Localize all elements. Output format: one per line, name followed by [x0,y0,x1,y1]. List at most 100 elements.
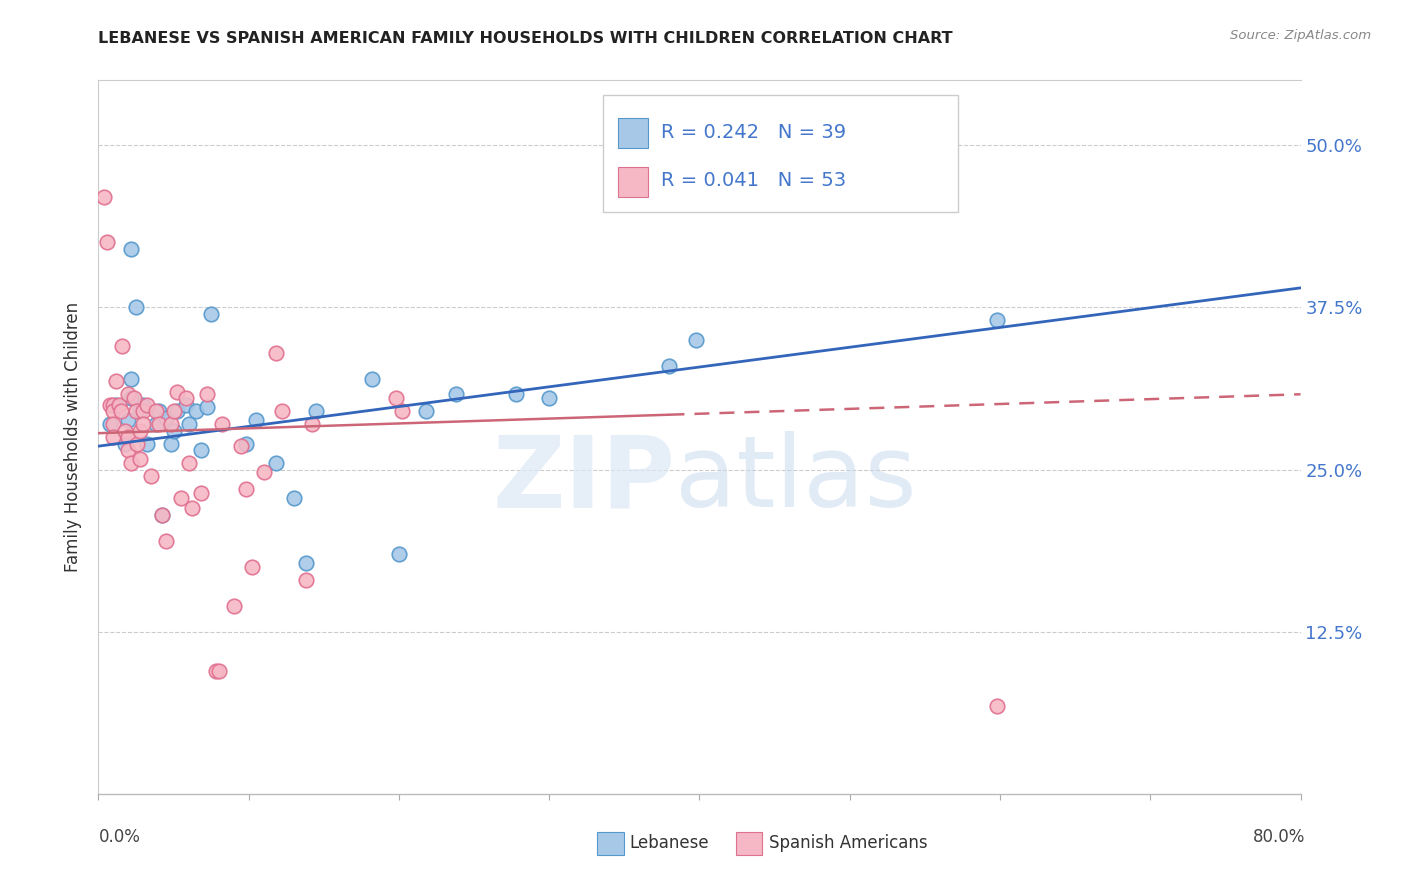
Text: R = 0.041   N = 53: R = 0.041 N = 53 [661,171,846,190]
Text: LEBANESE VS SPANISH AMERICAN FAMILY HOUSEHOLDS WITH CHILDREN CORRELATION CHART: LEBANESE VS SPANISH AMERICAN FAMILY HOUS… [98,31,953,46]
Point [222,599,245,613]
Point [159,417,181,431]
Point [211,417,233,431]
Point [166,384,188,399]
Point [114,436,136,450]
Point [538,391,561,405]
FancyBboxPatch shape [603,95,957,212]
Point [150,508,173,522]
Text: ZIP: ZIP [492,432,675,528]
Point [177,456,200,470]
Bar [735,831,762,855]
Point [96,235,118,250]
Point [204,664,226,678]
Point [108,398,131,412]
Point [117,413,139,427]
Point [986,698,1008,713]
Point [361,372,384,386]
Point [444,387,467,401]
Point [231,439,253,453]
Point [135,398,157,412]
Text: R = 0.242   N = 39: R = 0.242 N = 39 [661,123,846,142]
Point [145,417,167,431]
Point [658,359,681,373]
Point [253,465,276,479]
Point [391,404,413,418]
Point [121,456,143,470]
Text: 0.0%: 0.0% [98,828,141,846]
Point [240,559,263,574]
Point [162,424,184,438]
Point [127,436,149,450]
Point [270,404,292,418]
Point [132,417,155,431]
Point [685,333,707,347]
Point [117,430,139,444]
Point [135,436,157,450]
Point [505,387,527,401]
Text: Lebanese: Lebanese [630,834,710,852]
Point [283,491,305,505]
Point [148,404,170,418]
Point [125,301,148,315]
Point [105,374,128,388]
Point [148,417,170,431]
Point [305,404,328,418]
Point [121,391,143,405]
Point [103,430,125,444]
Text: atlas: atlas [675,432,917,528]
Point [174,398,197,412]
Text: Spanish Americans: Spanish Americans [769,834,928,852]
Point [121,372,143,386]
Point [121,242,143,256]
Point [301,417,323,431]
Point [129,452,152,467]
Point [195,401,218,415]
Point [117,443,139,458]
Point [132,404,155,418]
Text: 80.0%: 80.0% [1253,828,1305,846]
Point [184,404,207,418]
Bar [598,831,624,855]
Point [294,556,316,570]
Point [139,469,162,483]
Point [110,404,132,418]
Point [385,391,408,405]
Point [166,404,188,418]
Point [124,391,146,405]
Point [162,404,184,418]
Text: Source: ZipAtlas.com: Source: ZipAtlas.com [1230,29,1371,42]
Point [245,413,267,427]
Point [195,387,218,401]
Point [294,573,316,587]
Point [155,410,177,425]
Y-axis label: Family Households with Children: Family Households with Children [65,302,83,572]
Point [117,387,139,401]
Point [177,417,200,431]
Point [103,404,125,418]
Point [100,398,122,412]
Point [235,436,257,450]
Bar [617,118,648,148]
Point [388,547,411,561]
Point [103,417,125,431]
Point [264,345,287,359]
Point [103,398,125,412]
Point [190,443,212,458]
Point [125,404,148,418]
Point [174,391,197,405]
Point [114,424,136,438]
Point [100,417,122,431]
Point [180,501,202,516]
Point [155,533,177,548]
Point [93,190,115,204]
Point [132,398,155,412]
Point [111,339,134,353]
Point [159,436,181,450]
Point [208,664,231,678]
Point [129,424,152,438]
Point [415,404,437,418]
Point [264,456,287,470]
Point [105,398,128,412]
Point [190,486,212,500]
